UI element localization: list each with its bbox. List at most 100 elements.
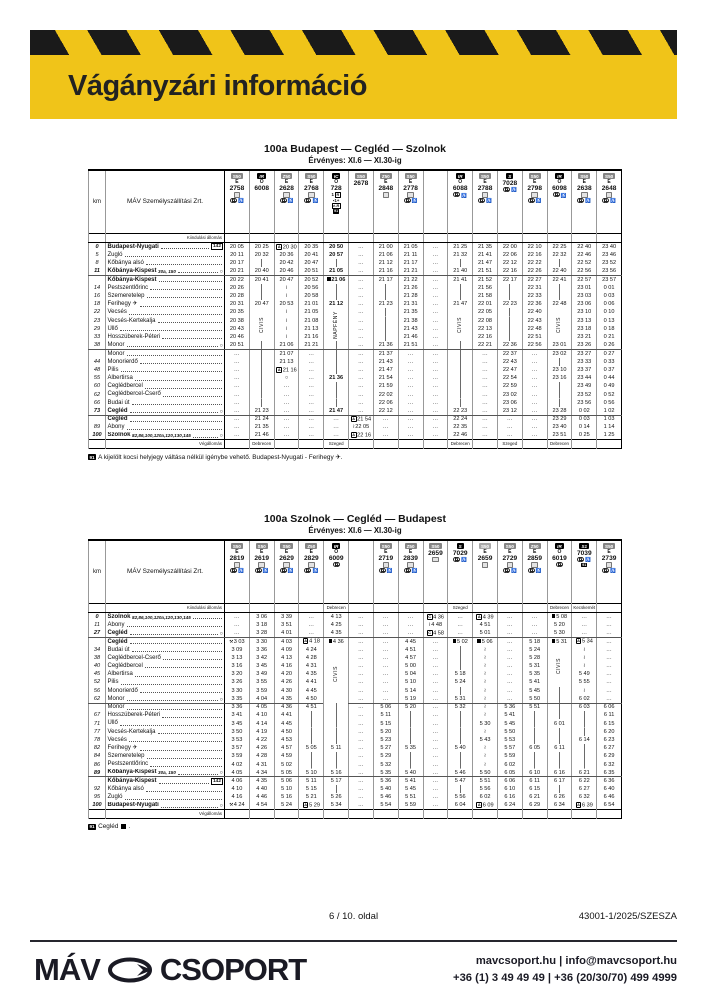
time-cell: 4 06	[224, 776, 250, 786]
no-service-cell: ...	[397, 365, 423, 375]
train-category-letter: E	[508, 548, 512, 555]
time-cell: 5 06	[273, 776, 299, 786]
no-service-cell: ...	[224, 423, 250, 432]
no-service-cell: ...	[447, 620, 473, 629]
no-service-cell: ...	[422, 300, 448, 309]
time-cell: 21 17	[397, 258, 423, 268]
time-cell: 4 35	[248, 776, 275, 786]
station-name-cell: Ferihegy ✈	[105, 744, 225, 753]
time-cell: 21 05	[323, 267, 349, 276]
time-cell: 6 02	[472, 793, 498, 802]
time-cell: 22 40	[546, 267, 572, 276]
dotted-leader	[177, 773, 218, 775]
station-name: Ceglédbercel-Cserő	[107, 654, 161, 661]
origin-empty	[248, 603, 275, 613]
no-service-cell: ...	[273, 423, 299, 432]
time-cell: 5 08	[546, 612, 572, 621]
wheelchair-icon: ♿	[610, 568, 616, 573]
station-row: 55 Albertirsa... ○... 21 36... 21 54........…	[88, 374, 622, 383]
destination-empty	[472, 439, 498, 449]
time-cell: 23 40	[546, 423, 572, 432]
time-cell: 4 31	[298, 661, 324, 671]
bicycle-icon	[502, 567, 510, 573]
no-service-cell: ...	[596, 628, 622, 638]
train-header-6088: IR O 6088 ♿	[447, 170, 473, 234]
time-cell: 3 59	[224, 752, 250, 761]
train-header-2788: S50 E 2788 ♿	[472, 170, 498, 234]
time-cell: 5 50	[521, 694, 548, 704]
pass-through-cell	[546, 703, 572, 712]
no-service-cell: ...	[224, 628, 250, 638]
time-cell: 5 02	[273, 760, 299, 769]
dotted-leader	[126, 346, 218, 348]
station-row: 8 Kőbánya alsó 20 17 20 42 20 47... 21 12 21 1…	[88, 258, 622, 268]
timetable-northbound: 100a Szolnok — Cegléd — Budapest Érvénye…	[88, 513, 622, 830]
origin-row-label: Kiindulási állomás	[105, 603, 225, 613]
dotted-leader	[139, 749, 222, 751]
mav-logo-text-right: CSOPORT	[159, 952, 307, 987]
no-service-cell: ...	[348, 242, 374, 251]
pass-through-cell	[447, 258, 473, 268]
time-cell: 21 35	[472, 242, 498, 251]
station-name: Monor	[107, 341, 125, 348]
station-name-cell: Budai út	[105, 645, 225, 654]
first-class-icon: 1	[331, 192, 334, 197]
station-name: Cegléd	[107, 407, 128, 414]
wheelchair-icon: ♿	[610, 198, 616, 203]
dotted-leader	[162, 395, 222, 397]
pass-through-cell	[571, 760, 597, 769]
time-cell: 20 46	[273, 267, 299, 276]
terminus-row: Végállomás Debrecen Szeged Debrecen Szeged De…	[88, 439, 622, 449]
time-cell: 23 27	[571, 349, 597, 358]
train-header-2659: S50 2659	[422, 540, 448, 604]
seat-reservation-icon	[481, 562, 489, 568]
station-row: 100 Szolnok 82,86,100,120a,120,130,145 ○...…	[88, 431, 622, 440]
symbol-a-icon: A	[302, 638, 309, 645]
station-row: Cegléd ⚒3 03 3 30 4 03 A 4 18 4 36...... 4 45..…	[88, 637, 622, 646]
no-service-cell: ...	[348, 390, 374, 399]
time-cell: 23 03	[571, 291, 597, 301]
train-category-letter: E	[607, 548, 611, 555]
time-cell: 5 26	[323, 793, 349, 802]
seat-reservation-icon	[581, 192, 588, 198]
km-value: 73	[88, 406, 106, 416]
no-service-cell: ...	[298, 423, 324, 432]
train-header-2839: Z50 E 2839 ♿	[397, 540, 423, 604]
time-cell: 5 20	[372, 727, 399, 736]
time-cell: 22 24	[447, 415, 473, 424]
station-name-cell: Pestszentlőrinc	[105, 760, 225, 769]
wavy-cell: ≀	[472, 744, 498, 753]
time-cell: 5 27	[372, 744, 399, 753]
destination-empty	[472, 809, 498, 819]
train-name-rotated: CIVIS	[546, 645, 572, 687]
time-cell: 22 02	[372, 390, 399, 399]
time-cell: 0 10	[596, 308, 622, 317]
train-number: 2629	[279, 555, 294, 562]
time-cell: 5 15	[298, 785, 324, 794]
time-cell: 3 41	[224, 711, 250, 720]
pass-through-cell	[323, 283, 349, 292]
time-cell: 3 13	[224, 653, 250, 662]
origin-empty	[496, 603, 523, 613]
pass-through-cell	[447, 653, 473, 662]
time-cell: 22 46	[447, 431, 473, 440]
no-service-cell: ...	[273, 382, 299, 391]
footnote-91-icon: 91	[333, 209, 340, 214]
pass-through-cell	[248, 283, 275, 292]
no-service-cell: ...	[422, 785, 448, 794]
train-number: 2739	[601, 555, 617, 562]
time-cell: 0 27	[596, 349, 622, 358]
train-header-7039: S1 7039 ♿ 91	[571, 540, 597, 604]
station-name: Kőbánya-Kispest	[107, 769, 157, 776]
no-service-cell: ...	[298, 431, 324, 440]
no-service-cell: ...	[596, 612, 622, 621]
time-cell: 1 14	[596, 423, 622, 432]
km-value: 52	[88, 678, 106, 687]
time-cell: 0 33	[596, 357, 622, 366]
no-service-cell: ...	[224, 431, 250, 440]
time-cell: 21 43	[372, 357, 399, 366]
time-cell: 21 00	[372, 242, 399, 251]
station-row: 33 Hosszúberek-Péteri 20 46 ≀ 21 16... 21 46.…	[88, 332, 622, 342]
no-service-cell: ...	[348, 727, 374, 736]
